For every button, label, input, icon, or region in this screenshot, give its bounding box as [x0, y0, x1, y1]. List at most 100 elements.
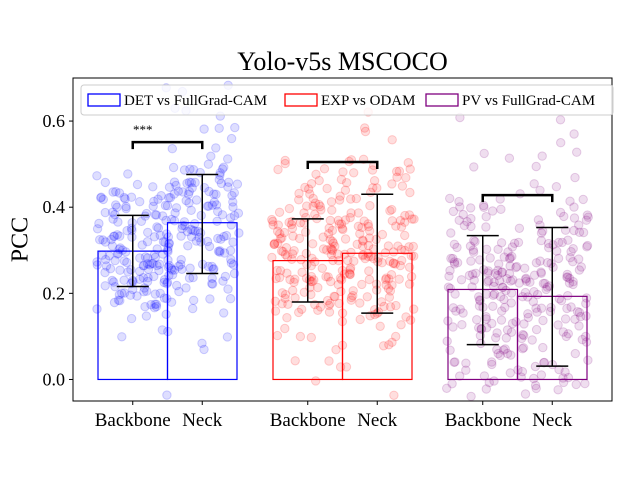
scatter-point: [346, 247, 356, 258]
scatter-point: [268, 220, 278, 230]
scatter-point: [569, 202, 579, 212]
scatter-point: [186, 224, 196, 235]
scatter-point: [449, 239, 460, 250]
scatter-point: [151, 210, 162, 220]
scatter-point: [357, 279, 367, 290]
scatter-point: [280, 249, 291, 260]
scatter-point: [338, 224, 348, 235]
scatter-point: [539, 358, 549, 368]
x-tick-label: Backbone: [95, 410, 171, 431]
scatter-point: [358, 250, 368, 260]
scatter-point: [309, 275, 319, 285]
scatter-point: [456, 275, 467, 285]
scatter-point: [115, 296, 125, 306]
scatter-point: [515, 189, 525, 199]
scatter-point: [269, 239, 279, 249]
scatter-point: [459, 220, 470, 231]
scatter-point: [212, 216, 222, 227]
scatter-point: [268, 216, 278, 227]
scatter-point: [114, 188, 125, 198]
scatter-point: [152, 260, 162, 271]
scatter-point: [359, 216, 369, 226]
scatter-point: [518, 343, 529, 353]
scatter-point: [400, 210, 410, 221]
scatter-point: [164, 238, 174, 248]
scatter-point: [391, 331, 401, 342]
scatter-point: [489, 376, 499, 386]
scatter-point: [324, 356, 334, 366]
scatter-point: [536, 228, 547, 238]
scatter-point: [158, 211, 168, 221]
legend-entry-label: PV vs FullGrad-CAM: [462, 93, 595, 109]
scatter-point: [282, 313, 292, 323]
scatter-point: [189, 295, 199, 305]
scatter-point: [536, 268, 546, 278]
scatter-point: [146, 300, 156, 310]
scatter-point: [317, 263, 327, 273]
scatter-point: [338, 167, 348, 177]
scatter-point: [388, 258, 399, 268]
scatter-point: [400, 230, 410, 241]
scatter-point: [446, 228, 456, 238]
scatter-point: [188, 303, 198, 314]
scatter-point: [323, 272, 333, 282]
scatter-point: [481, 212, 491, 222]
legend-swatch: [425, 93, 459, 107]
scatter-point: [314, 175, 324, 186]
scatter-point: [143, 253, 153, 263]
scatter-point: [531, 383, 541, 394]
scatter-point: [96, 192, 106, 202]
scatter-point: [223, 182, 233, 192]
scatter-point: [302, 201, 312, 211]
scatter-point: [286, 219, 297, 230]
scatter-point: [452, 242, 462, 253]
scatter-point: [150, 299, 160, 309]
scatter-point: [159, 275, 170, 285]
scatter-point: [142, 237, 153, 247]
scatter-point: [397, 181, 408, 191]
scatter-point: [349, 256, 359, 266]
scatter-point: [171, 180, 181, 191]
scatter-point: [204, 186, 214, 197]
scatter-point: [132, 291, 142, 301]
scatter-point: [164, 182, 175, 192]
scatter-point: [110, 255, 120, 266]
scatter-point: [294, 307, 304, 318]
scatter-point: [395, 215, 406, 226]
scatter-point: [448, 322, 458, 332]
scatter-point: [479, 371, 490, 381]
scatter-point: [333, 215, 343, 226]
scatter-point: [455, 371, 465, 381]
scatter-point: [450, 289, 460, 299]
scatter-point: [558, 327, 568, 337]
scatter-point: [346, 292, 357, 303]
scatter-point: [475, 295, 485, 305]
scatter-point: [574, 254, 584, 264]
scatter-point: [470, 237, 480, 247]
scatter-point: [100, 177, 111, 188]
scatter-point: [216, 178, 227, 189]
scatter-point: [580, 378, 590, 389]
scatter-point: [349, 168, 359, 178]
scatter-point: [442, 336, 452, 346]
scatter-point: [163, 262, 174, 272]
scatter-point: [275, 266, 286, 276]
scatter-point: [373, 307, 384, 317]
x-axis-ticks: Backbone Neck Backbone Neck Backbone Neck: [95, 401, 573, 431]
scatter-point: [167, 265, 178, 275]
scatter-point: [185, 164, 195, 174]
scatter-point: [474, 292, 484, 302]
scatter-point: [506, 350, 516, 360]
scatter-point: [368, 244, 379, 254]
scatter-point: [568, 279, 578, 290]
scatter-point: [112, 249, 123, 259]
scatter-point: [345, 269, 355, 279]
scatter-point: [225, 213, 236, 223]
scatter-point: [169, 265, 180, 275]
scatter-point: [565, 273, 575, 284]
scatter-point: [366, 251, 376, 262]
scatter-point: [273, 164, 283, 175]
scatter-point: [176, 259, 186, 270]
scatter-point: [162, 279, 172, 289]
scatter-point: [465, 241, 476, 251]
